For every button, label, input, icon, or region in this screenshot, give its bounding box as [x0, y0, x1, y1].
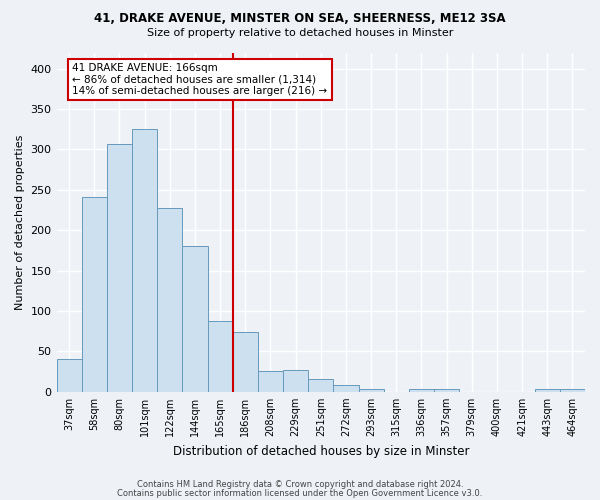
Bar	[157, 208, 182, 392]
Text: Contains public sector information licensed under the Open Government Licence v3: Contains public sector information licen…	[118, 489, 482, 498]
Bar	[308, 379, 334, 392]
X-axis label: Distribution of detached houses by size in Minster: Distribution of detached houses by size …	[173, 444, 469, 458]
Text: Size of property relative to detached houses in Minster: Size of property relative to detached ho…	[147, 28, 453, 38]
Bar	[182, 246, 208, 392]
Bar	[233, 332, 258, 392]
Text: 41 DRAKE AVENUE: 166sqm
← 86% of detached houses are smaller (1,314)
14% of semi: 41 DRAKE AVENUE: 166sqm ← 86% of detache…	[73, 62, 328, 96]
Bar	[107, 144, 132, 392]
Bar	[409, 388, 434, 392]
Text: Contains HM Land Registry data © Crown copyright and database right 2024.: Contains HM Land Registry data © Crown c…	[137, 480, 463, 489]
Bar	[56, 358, 82, 392]
Bar	[283, 370, 308, 392]
Text: 41, DRAKE AVENUE, MINSTER ON SEA, SHEERNESS, ME12 3SA: 41, DRAKE AVENUE, MINSTER ON SEA, SHEERN…	[94, 12, 506, 26]
Bar	[132, 129, 157, 392]
Bar	[208, 320, 233, 392]
Bar	[434, 390, 459, 392]
Y-axis label: Number of detached properties: Number of detached properties	[15, 134, 25, 310]
Bar	[82, 197, 107, 392]
Bar	[560, 388, 585, 392]
Bar	[359, 388, 383, 392]
Bar	[258, 371, 283, 392]
Bar	[535, 388, 560, 392]
Bar	[334, 384, 359, 392]
